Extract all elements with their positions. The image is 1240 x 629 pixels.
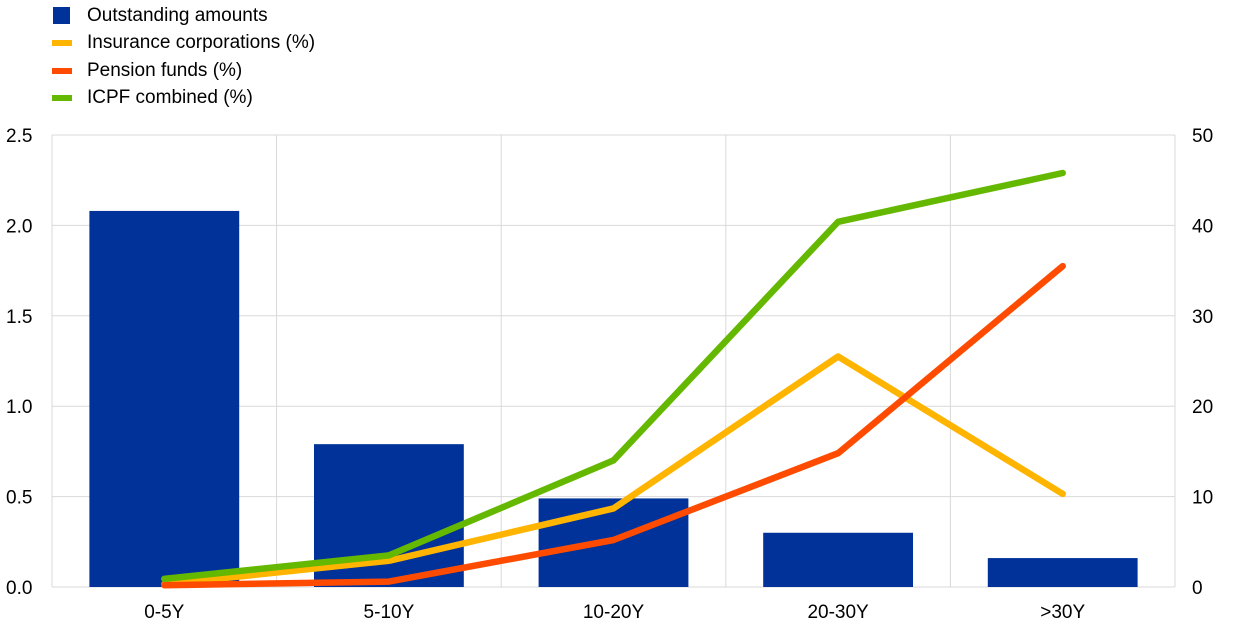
x-tick-label: 5-10Y [364,602,415,623]
series-line-pension-funds [161,262,1066,589]
legend-item-insurance-corporations: Insurance corporations (%) [52,30,315,58]
legend-swatch-line-1 [52,67,72,74]
y-right-tick-label: 0 [1192,578,1203,599]
legend-label-pension-funds: Pension funds (%) [87,59,243,81]
bar-outstanding-amounts [89,210,240,587]
y-right-tick-label: 40 [1192,216,1213,237]
y-left-tick-label: 0.5 [6,488,32,509]
y-right-tick-label: 50 [1192,126,1213,147]
legend-label-icpf-combined: ICPF combined (%) [87,87,253,109]
legend-swatch-line-0 [52,40,72,47]
x-tick-label: 10-20Y [583,602,645,623]
bar-outstanding-amounts [987,558,1138,587]
legend-item-outstanding-amounts: Outstanding amounts [52,2,315,30]
y-left-tick-label: 1.0 [6,397,32,418]
legend-swatch-bar [53,7,70,25]
legend-item-pension-funds: Pension funds (%) [52,57,315,85]
y-right-tick-label: 30 [1192,307,1213,328]
legend-label-outstanding-amounts: Outstanding amounts [87,4,268,26]
chart-legend: Outstanding amounts Insurance corporatio… [52,2,315,112]
x-tick-label: >30Y [1040,602,1085,623]
series-line-insurance-corporations [161,353,1066,588]
bar-outstanding-amounts [763,532,914,587]
y-left-tick-label: 2.0 [6,216,32,237]
legend-swatch-line-2 [52,95,72,102]
y-right-tick-label: 20 [1192,397,1213,418]
y-right-tick-label: 10 [1192,488,1213,509]
legend-label-insurance-corporations: Insurance corporations (%) [87,32,316,54]
series-line-icpf-combined [161,169,1066,583]
x-tick-label: 0-5Y [144,602,184,623]
y-left-tick-label: 0.0 [6,578,32,599]
y-left-tick-label: 1.5 [6,307,32,328]
x-tick-label: 20-30Y [807,602,869,623]
y-left-tick-label: 2.5 [6,126,32,147]
legend-item-icpf-combined: ICPF combined (%) [52,85,315,113]
